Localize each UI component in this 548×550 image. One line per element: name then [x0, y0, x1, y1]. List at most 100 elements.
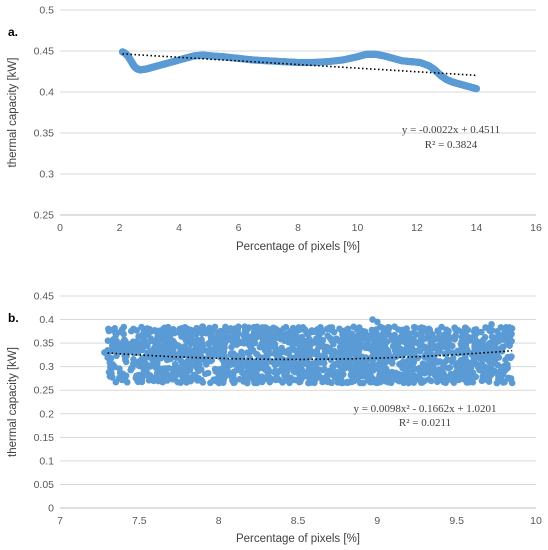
data-point	[342, 359, 349, 367]
data-point	[213, 375, 221, 383]
data-point	[121, 375, 129, 382]
data-point	[471, 373, 479, 380]
data-point	[452, 369, 460, 376]
data-point	[488, 320, 495, 328]
data-point	[197, 348, 205, 356]
data-point	[488, 339, 495, 346]
data-point	[427, 339, 435, 347]
data-point	[284, 335, 292, 343]
data-point	[327, 348, 334, 356]
data-point	[180, 350, 188, 357]
data-point	[135, 333, 142, 340]
data-point	[339, 379, 347, 387]
data-point	[342, 344, 349, 351]
data-point	[344, 325, 352, 333]
data-point	[264, 347, 272, 355]
data-point	[363, 366, 370, 373]
data-point	[441, 350, 449, 358]
r-squared-label: R² = 0.0211	[399, 417, 451, 429]
data-point	[146, 362, 153, 369]
data-point	[253, 351, 261, 358]
data-point	[211, 365, 219, 373]
data-point	[461, 334, 469, 342]
y-tick-label: 0.25	[34, 210, 55, 222]
y-tick-label: 0.3	[39, 361, 54, 373]
data-point	[418, 333, 425, 341]
x-tick-label: 6	[236, 222, 242, 234]
data-point	[419, 360, 427, 367]
data-point	[169, 326, 177, 334]
data-point	[153, 352, 161, 360]
x-tick-label: 8	[295, 222, 301, 234]
data-point	[135, 362, 143, 370]
data-point	[398, 333, 405, 340]
data-point	[285, 347, 293, 355]
data-point	[316, 342, 324, 349]
y-tick-label: 0.35	[34, 128, 55, 140]
data-point	[147, 335, 154, 342]
data-point	[416, 342, 424, 350]
data-point	[349, 376, 357, 384]
data-point	[165, 339, 172, 346]
data-point	[439, 364, 447, 372]
data-point	[245, 341, 253, 349]
data-point	[405, 367, 412, 375]
data-point	[326, 324, 333, 332]
x-tick-label: 10	[530, 515, 542, 527]
data-point	[250, 328, 258, 336]
data-point	[435, 344, 443, 351]
data-point	[405, 379, 412, 387]
data-point	[493, 368, 500, 376]
data-point	[472, 326, 480, 333]
data-point	[188, 362, 196, 369]
data-point	[281, 372, 288, 379]
data-point	[169, 375, 177, 383]
data-point	[142, 353, 149, 360]
x-tick-label: 7	[57, 515, 63, 527]
data-point	[224, 367, 231, 375]
data-points	[101, 316, 516, 387]
data-point	[451, 324, 458, 331]
panel-label: b.	[8, 311, 19, 325]
data-point	[113, 330, 120, 337]
data-point	[126, 347, 134, 355]
data-point	[355, 349, 362, 356]
data-point	[250, 358, 258, 366]
data-point	[193, 336, 201, 344]
data-point	[498, 343, 506, 351]
data-point	[282, 323, 290, 331]
y-tick-label: 0	[48, 503, 54, 515]
data-point	[451, 333, 459, 340]
trendline-equation: y = -0.0022x + 0.4511	[402, 124, 500, 136]
data-point	[189, 351, 196, 358]
data-point	[382, 377, 389, 385]
data-point	[214, 351, 222, 358]
data-point	[356, 332, 364, 340]
data-point	[154, 377, 162, 385]
data-point	[271, 369, 279, 376]
data-points	[118, 48, 481, 93]
data-point	[172, 354, 180, 362]
data-point	[376, 371, 383, 379]
data-point	[441, 337, 449, 345]
data-point	[507, 331, 515, 338]
data-point	[391, 323, 398, 330]
data-point	[219, 379, 227, 387]
data-point	[182, 336, 189, 344]
data-point	[483, 370, 491, 378]
y-tick-label: 0.4	[39, 314, 54, 326]
data-point	[224, 335, 231, 343]
data-point	[469, 378, 477, 386]
data-point	[229, 350, 237, 357]
data-point	[391, 347, 399, 354]
data-point	[435, 328, 442, 336]
data-point	[334, 373, 342, 381]
data-point	[239, 369, 246, 377]
data-point	[482, 364, 490, 372]
data-point	[472, 360, 480, 367]
y-tick-label: 0.05	[34, 479, 55, 491]
y-tick-label: 0.1	[39, 455, 54, 467]
data-point	[330, 362, 337, 370]
data-point	[305, 361, 313, 368]
data-point	[499, 365, 507, 372]
